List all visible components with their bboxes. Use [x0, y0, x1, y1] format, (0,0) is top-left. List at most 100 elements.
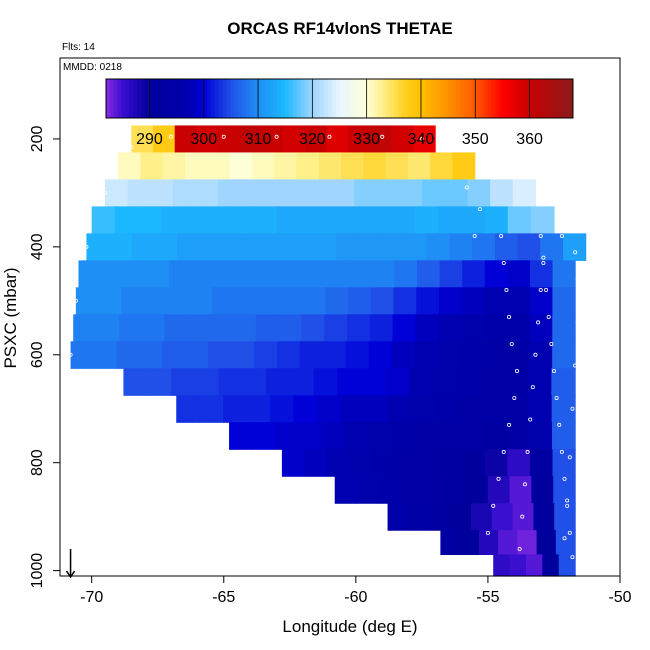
- y-tick-label: 400: [29, 233, 46, 260]
- heatmap-cell: [385, 152, 409, 181]
- heatmap-cell: [369, 206, 393, 234]
- heatmap-cell: [494, 233, 519, 261]
- colorbar-segment: [393, 79, 399, 118]
- heatmap-cell: [533, 503, 555, 531]
- heatmap-cell: [246, 395, 271, 423]
- colorbar-segment: [518, 79, 523, 118]
- heatmap-cell: [304, 125, 328, 154]
- heatmap-cell: [542, 554, 560, 577]
- colorbar-segment: [506, 79, 512, 118]
- x-tick-label: -50: [608, 589, 631, 606]
- heatmap-cell: [361, 368, 386, 396]
- colorbar-segment: [148, 79, 154, 118]
- track-point: [501, 449, 506, 454]
- colorbar-segment: [425, 79, 430, 118]
- track-point: [327, 134, 332, 139]
- colorbar-segment: [417, 79, 422, 118]
- heatmap-cell: [507, 206, 532, 234]
- heatmap-cell: [141, 314, 166, 342]
- heatmap-cell: [326, 260, 350, 288]
- heatmap-cell: [317, 395, 342, 423]
- heatmap-cell: [354, 179, 378, 207]
- track-point: [84, 244, 89, 249]
- track-point: [570, 555, 575, 560]
- heatmap-cell: [480, 368, 505, 396]
- colorbar-segment: [214, 79, 220, 118]
- colorbar-segment: [502, 79, 508, 118]
- heatmap-cell: [299, 341, 324, 369]
- heatmap-cell: [509, 476, 532, 504]
- track-point: [507, 422, 512, 427]
- track-point: [512, 395, 517, 400]
- colorbar-segment: [510, 79, 516, 118]
- heatmap-cell: [552, 341, 576, 369]
- colorbar-segment: [444, 79, 449, 118]
- heatmap-cell: [239, 125, 263, 154]
- heatmap-cell: [231, 341, 255, 369]
- colorbar-segment: [292, 79, 298, 118]
- heatmap-cell: [70, 341, 95, 369]
- track-point: [522, 482, 527, 487]
- axes: -70 -65 -60 -55 -50 Longitude (deg E) 200 400 60…: [1, 57, 632, 636]
- colorbar-segment: [335, 79, 340, 118]
- heatmap-cell: [399, 179, 423, 207]
- track-point: [68, 352, 73, 357]
- colorbar-segment: [300, 79, 305, 118]
- heatmap-cell: [394, 260, 418, 288]
- colorbar-segment: [265, 79, 270, 118]
- track-point: [562, 476, 567, 481]
- heatmap-cell: [370, 125, 393, 154]
- heatmap-cell: [432, 368, 457, 396]
- track-point: [129, 145, 134, 150]
- colorbar-segment: [176, 79, 181, 118]
- colorbar-segment: [553, 79, 558, 118]
- colorbar-tick-label: 360: [516, 131, 543, 148]
- heatmap-cell: [482, 422, 507, 450]
- heatmap-cell: [218, 125, 241, 154]
- colorbar-segment: [378, 79, 383, 118]
- heatmap-cell: [462, 449, 486, 477]
- heatmap-cell: [434, 395, 459, 423]
- heatmap-cell: [408, 503, 430, 531]
- colorbar-segment: [366, 79, 372, 118]
- heatmap-cell: [276, 341, 301, 369]
- wind-arrow-head: [65, 570, 76, 579]
- colorbar-segment: [218, 79, 224, 118]
- track-point: [567, 530, 572, 535]
- colorbar-segment: [316, 79, 321, 118]
- heatmap-cell: [356, 476, 380, 504]
- heatmap-cell: [187, 314, 211, 342]
- colorbar-segment: [534, 79, 539, 118]
- colorbar-tick-label: 350: [462, 131, 489, 148]
- colorbar-segment: [203, 79, 208, 118]
- heatmap-cell: [512, 179, 537, 207]
- heatmap-cell: [278, 314, 302, 342]
- colorbar-segment: [125, 79, 130, 118]
- track-point: [541, 255, 546, 260]
- heatmap-cell: [93, 341, 118, 369]
- track-point: [499, 234, 504, 239]
- colorbar-segment: [144, 79, 150, 118]
- track-point: [168, 134, 173, 139]
- heatmap-cell: [240, 179, 265, 207]
- heatmap-cell: [118, 152, 141, 181]
- heatmap-cell: [345, 206, 370, 234]
- track-point: [73, 298, 78, 303]
- heatmap-cell: [245, 233, 269, 261]
- heatmap-cell: [517, 530, 538, 556]
- track-point: [538, 288, 543, 293]
- heatmap-cell: [127, 179, 151, 207]
- heatmap-cell: [457, 395, 482, 423]
- heatmap-cell: [162, 341, 186, 369]
- heatmap-cell: [484, 287, 508, 315]
- heatmap-cell: [199, 233, 224, 261]
- heatmap-cell: [552, 449, 576, 477]
- colorbar-segment: [382, 79, 387, 118]
- heatmap-cell: [166, 287, 190, 315]
- track-point: [525, 449, 530, 454]
- heatmap-cell: [331, 179, 355, 207]
- colorbar-segment: [207, 79, 212, 118]
- heatmap-cell: [452, 152, 476, 181]
- colorbar-tick-label: 330: [353, 131, 380, 148]
- colorbar-segment: [187, 79, 193, 118]
